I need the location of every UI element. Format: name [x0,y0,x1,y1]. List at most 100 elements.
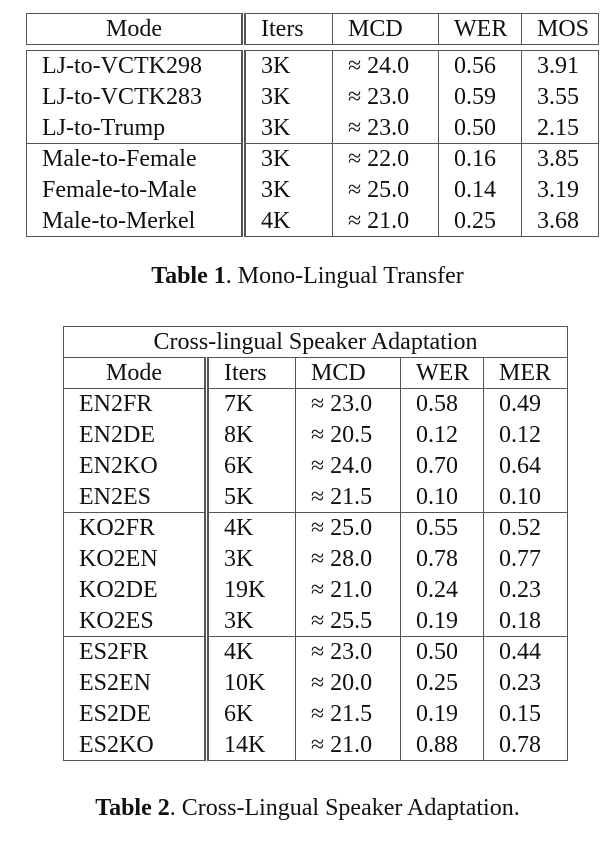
table-row: ES2FR 4K ≈ 23.0 0.50 0.44 [63,636,569,668]
table-cell: ≈ 23.0 [295,388,401,420]
table-row: ES2KO 14K ≈ 21.0 0.88 0.78 [63,729,569,761]
table-cell: 0.19 [400,698,484,730]
table-cell: ≈ 23.0 [332,81,439,113]
header-cell: WER [400,357,484,389]
header-cell: MER [482,357,569,389]
table-cell: ≈ 21.0 [295,729,401,761]
table-cell: EN2DE [63,419,207,451]
table-cell: 3K [241,112,333,144]
table-cell: 4K [204,636,296,668]
header-cell: MCD [332,13,439,45]
table-row: KO2EN 3K ≈ 28.0 0.78 0.77 [63,543,569,575]
table-row: LJ-to-VCTK283 3K ≈ 23.0 0.59 3.55 [26,81,599,113]
table-cell: 7K [204,388,296,420]
table-cell: 0.25 [400,667,484,699]
table-cell: ES2KO [63,729,207,761]
table-cell: ≈ 25.5 [295,605,401,637]
table-cell: KO2DE [63,574,207,606]
table-cell: 3.55 [521,81,599,113]
table-cell: 19K [204,574,296,606]
table-cell: LJ-to-VCTK298 [26,50,244,82]
table-cell: ≈ 23.0 [295,636,401,668]
table1-body: LJ-to-VCTK298 3K ≈ 24.0 0.56 3.91 LJ-to-VCTK2… [26,50,599,237]
table-cell: 6K [204,450,296,482]
table-cell: 0.56 [438,50,522,82]
table-row: KO2ES 3K ≈ 25.5 0.19 0.18 [63,605,569,637]
table-cell: 0.88 [400,729,484,761]
table-cell: ≈ 21.5 [295,698,401,730]
table-cell: 0.14 [438,174,522,206]
table-cell: Female-to-Male [26,174,244,206]
header-cell: Mode [63,357,207,389]
table-row: EN2DE 8K ≈ 20.5 0.12 0.12 [63,419,569,451]
caption-label: Table 1 [151,263,226,289]
caption-label: Table 2 [95,795,170,821]
table-cell: 3K [241,81,333,113]
table-row: Male-to-Female 3K ≈ 22.0 0.16 3.85 [26,143,599,175]
caption-text: . Cross-Lingual Speaker Adaptation. [169,795,520,821]
table-row: EN2FR 7K ≈ 23.0 0.58 0.49 [63,388,569,420]
table-cell: 0.15 [482,698,569,730]
table-cell: 3K [241,50,333,82]
table-cell: 5K [204,481,296,513]
table-cell: Male-to-Merkel [26,205,244,237]
table-row: EN2ES 5K ≈ 21.5 0.10 0.10 [63,481,569,513]
table-cell: 0.12 [482,419,569,451]
table-cell: 4K [241,205,333,237]
table-cell: ≈ 22.0 [332,143,439,175]
header-cell: Iters [241,13,333,45]
table-cell: ES2FR [63,636,207,668]
table-cell: EN2FR [63,388,207,420]
table-cell: 0.18 [482,605,569,637]
table2-header-row: Mode Iters MCD WER MER [63,357,569,389]
table-cell: 8K [204,419,296,451]
table1-header-row: Mode Iters MCD WER MOS [26,13,599,45]
table-row: KO2FR 4K ≈ 25.0 0.55 0.52 [63,512,569,544]
table-cell: ≈ 20.5 [295,419,401,451]
table-cell: 0.70 [400,450,484,482]
table-row: LJ-to-VCTK298 3K ≈ 24.0 0.56 3.91 [26,50,599,82]
table-cell: EN2ES [63,481,207,513]
table-row: EN2KO 6K ≈ 24.0 0.70 0.64 [63,450,569,482]
table-cell: 0.58 [400,388,484,420]
table-cell: 4K [204,512,296,544]
table-cell: 0.24 [400,574,484,606]
table-row: ES2EN 10K ≈ 20.0 0.25 0.23 [63,667,569,699]
table-cell: ≈ 25.0 [332,174,439,206]
table-cell: 0.19 [400,605,484,637]
table-cell: ≈ 20.0 [295,667,401,699]
table-cell: 0.50 [400,636,484,668]
table-cell: 0.50 [438,112,522,144]
table-cell: Male-to-Female [26,143,244,175]
table1-header: Mode Iters MCD WER MOS [26,13,599,45]
table-cell: 6K [204,698,296,730]
table-cell: 3.19 [521,174,599,206]
table-cell: ES2DE [63,698,207,730]
table-row: Female-to-Male 3K ≈ 25.0 0.14 3.19 [26,174,599,206]
table-cell: 3K [241,143,333,175]
table-cell: 3K [204,543,296,575]
table-cell: ES2EN [63,667,207,699]
table-cell: ≈ 28.0 [295,543,401,575]
header-cell: MCD [295,357,401,389]
table2-caption: Table 2. Cross-Lingual Speaker Adaptatio… [15,795,600,822]
table-cell: ≈ 23.0 [332,112,439,144]
table-cell: 3K [204,605,296,637]
table-cell: 0.10 [400,481,484,513]
table-cell: 0.59 [438,81,522,113]
table1-caption: Table 1. Mono-Lingual Transfer [15,263,600,290]
table-cell: ≈ 21.0 [295,574,401,606]
table-cell: ≈ 21.0 [332,205,439,237]
table-cell: 0.64 [482,450,569,482]
table-row: ES2DE 6K ≈ 21.5 0.19 0.15 [63,698,569,730]
table-cell: 10K [204,667,296,699]
table-cell: KO2FR [63,512,207,544]
table-cell: 14K [204,729,296,761]
table-cell: 0.78 [400,543,484,575]
table-cell: 0.52 [482,512,569,544]
table-row: LJ-to-Trump 3K ≈ 23.0 0.50 2.15 [26,112,599,144]
table-cell: KO2EN [63,543,207,575]
table-cell: 0.23 [482,574,569,606]
table-cell: 0.49 [482,388,569,420]
table-cell: 3.85 [521,143,599,175]
